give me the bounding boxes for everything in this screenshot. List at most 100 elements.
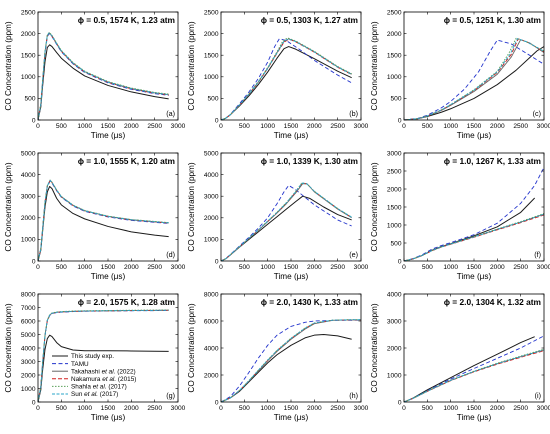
x-tick-label: 3000	[537, 123, 550, 130]
legend-label-sun: Sun et al. (2017)	[71, 391, 118, 398]
y-tick-label: 4000	[204, 345, 219, 352]
y-tick-label: 5000	[21, 332, 36, 339]
x-tick-label: 1500	[284, 264, 299, 271]
y-tick-label: 5000	[21, 150, 36, 157]
x-tick-label: 0	[36, 405, 40, 412]
x-tick-label: 1500	[467, 123, 482, 130]
series-line-takahashi-i	[404, 349, 544, 402]
panel-i-series	[404, 335, 544, 402]
series-line-nakamura-e	[221, 182, 352, 261]
y-tick-label: 2500	[387, 9, 402, 16]
x-tick-label: 0	[36, 123, 40, 130]
x-tick-label: 3000	[354, 264, 369, 271]
x-axis-label: Time (μs)	[274, 272, 309, 281]
y-tick-label: 1000	[21, 74, 36, 81]
x-tick-label: 2000	[307, 264, 322, 271]
y-axis-label: CO Concentration (ppm)	[4, 303, 13, 392]
x-tick-label: 500	[422, 264, 433, 271]
y-tick-label: 3000	[387, 150, 402, 157]
panel-letter: (a)	[166, 109, 175, 118]
y-tick-label: 500	[390, 96, 401, 103]
x-tick-label: 1500	[101, 405, 116, 412]
series-line-tamu-b	[221, 38, 352, 120]
legend-label-nakamura: Nakamura et al. (2015)	[71, 376, 136, 383]
y-tick-label: 2000	[21, 215, 36, 222]
y-tick-label: 0	[32, 258, 36, 265]
series-line-shahla-c	[404, 37, 544, 120]
y-tick-label: 4000	[387, 291, 402, 298]
legend-label-exp: This study exp.	[71, 353, 114, 360]
series-line-shahla-h	[221, 319, 361, 402]
panel-title: ϕ = 0.5, 1574 K, 1.23 atm	[78, 15, 175, 25]
y-axis-label: CO Concentration (ppm)	[187, 303, 196, 392]
y-tick-label: 0	[215, 399, 219, 406]
y-tick-label: 0	[398, 399, 402, 406]
series-line-sun-g	[38, 309, 169, 402]
series-line-sun-b	[221, 38, 352, 120]
series-line-exp-f	[404, 197, 536, 261]
x-tick-label: 2500	[147, 405, 162, 412]
series-line-shahla-i	[404, 348, 544, 402]
x-tick-label: 1000	[260, 405, 275, 412]
series-line-tamu-e	[221, 184, 352, 261]
y-tick-label: 1000	[387, 372, 402, 379]
panel-letter: (g)	[166, 391, 175, 400]
x-tick-label: 1500	[284, 123, 299, 130]
x-tick-label: 2500	[513, 123, 528, 130]
panel-f-series	[404, 167, 544, 261]
panel-a-frame	[37, 11, 179, 121]
x-tick-label: 2500	[513, 405, 528, 412]
x-tick-label: 1000	[443, 405, 458, 412]
y-tick-label: 4000	[21, 345, 36, 352]
y-tick-label: 0	[215, 258, 219, 265]
panel-letter: (i)	[535, 391, 541, 400]
x-axis-label: Time (μs)	[457, 131, 492, 140]
y-tick-label: 6000	[204, 318, 219, 325]
y-tick-label: 3000	[21, 359, 36, 366]
y-tick-label: 2000	[387, 186, 402, 193]
y-tick-label: 5000	[204, 150, 219, 157]
x-tick-label: 2500	[513, 264, 528, 271]
x-tick-label: 0	[402, 123, 406, 130]
y-tick-label: 0	[398, 258, 402, 265]
series-line-shahla-b	[221, 37, 352, 120]
x-tick-label: 3000	[171, 123, 186, 130]
x-tick-label: 1000	[260, 264, 275, 271]
y-tick-label: 3000	[387, 318, 402, 325]
x-tick-label: 2000	[490, 405, 505, 412]
x-axis-label: Time (μs)	[91, 413, 126, 422]
series-line-takahashi-e	[221, 183, 352, 261]
x-tick-label: 3000	[171, 264, 186, 271]
x-tick-label: 2500	[330, 123, 345, 130]
y-tick-label: 0	[398, 117, 402, 124]
series-line-exp-d	[38, 185, 169, 261]
panel-title: ϕ = 0.5, 1303 K, 1.27 atm	[261, 15, 358, 25]
panel-h-series	[221, 319, 361, 402]
y-tick-label: 2000	[21, 372, 36, 379]
panel-title: ϕ = 1.0, 1339 K, 1.30 atm	[261, 156, 358, 166]
series-line-takahashi-c	[404, 39, 544, 120]
y-tick-label: 1000	[204, 237, 219, 244]
x-tick-label: 2500	[147, 264, 162, 271]
series-line-exp-e	[221, 195, 352, 261]
panel-letter: (f)	[534, 250, 541, 259]
y-tick-label: 8000	[204, 291, 219, 298]
panel-i-frame	[403, 293, 545, 403]
x-axis-label: Time (μs)	[457, 413, 492, 422]
panel-letter: (b)	[349, 109, 358, 118]
y-tick-label: 1000	[387, 222, 402, 229]
panel-title: ϕ = 2.0, 1304 K, 1.32 atm	[444, 297, 541, 307]
y-tick-label: 0	[32, 117, 36, 124]
x-tick-label: 2500	[330, 405, 345, 412]
series-line-takahashi-b	[221, 38, 352, 120]
y-tick-label: 7000	[21, 305, 36, 312]
panel-c-series	[404, 37, 544, 120]
x-tick-label: 500	[422, 123, 433, 130]
panel-e-series	[221, 182, 352, 261]
x-axis-label: Time (μs)	[91, 131, 126, 140]
x-tick-label: 500	[239, 405, 250, 412]
x-axis-label: Time (μs)	[91, 272, 126, 281]
x-tick-label: 2500	[147, 123, 162, 130]
y-tick-label: 6000	[21, 318, 36, 325]
x-tick-label: 1500	[101, 123, 116, 130]
